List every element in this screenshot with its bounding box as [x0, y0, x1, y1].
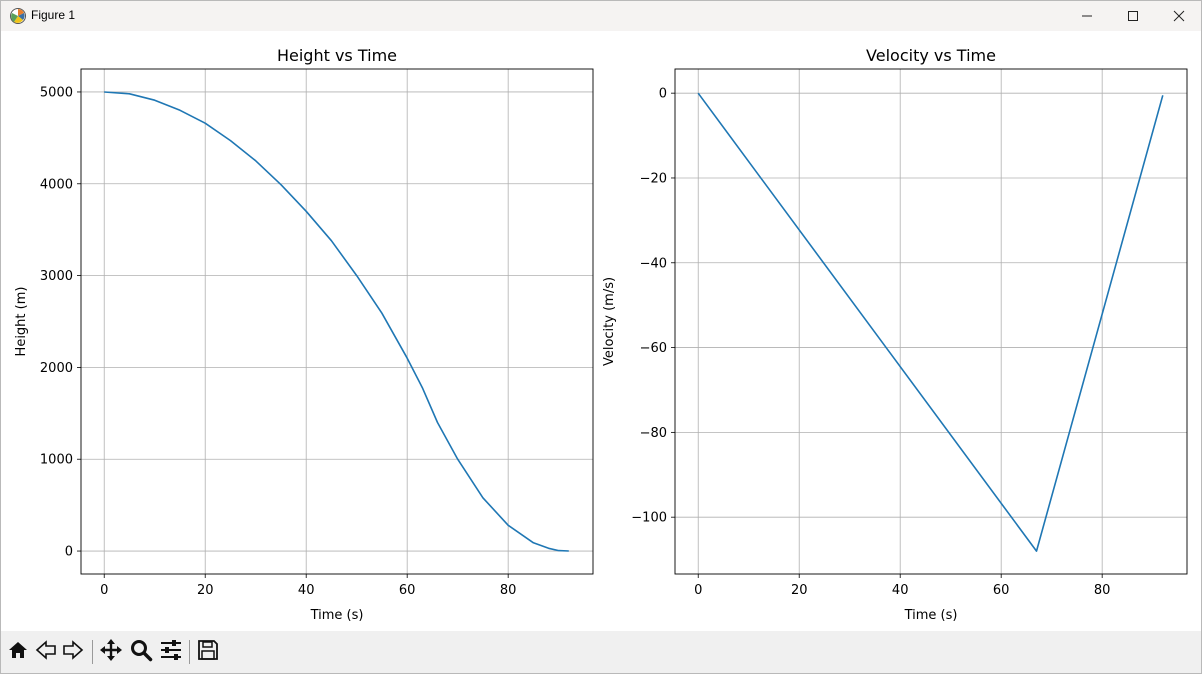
pan-move-icon	[99, 638, 123, 666]
series-line	[104, 91, 569, 552]
window-title: Figure 1	[31, 8, 76, 22]
figure-canvas[interactable]: 0 20 40 60 80 0 1000 2000 3000 4000 5000 Height vs …	[1, 31, 1201, 631]
minimize-icon	[1081, 10, 1093, 22]
matplotlib-icon	[9, 7, 27, 25]
forward-arrow-icon	[62, 639, 84, 665]
zoom-magnifier-icon	[129, 638, 153, 666]
toolbar-separator	[189, 640, 190, 664]
home-button[interactable]	[5, 639, 31, 665]
chart-title: Height vs Time	[277, 46, 397, 65]
back-arrow-icon	[35, 639, 57, 665]
x-tick-label: 0	[694, 583, 702, 598]
series-line	[697, 92, 1164, 552]
x-tick-label: 80	[1094, 583, 1111, 598]
save-floppy-icon	[197, 639, 219, 665]
close-icon	[1173, 10, 1185, 22]
forward-button[interactable]	[60, 639, 86, 665]
subplot-velocity: 0 20 40 60 80 0 −20 −40 −60 −80 −100 Velocity vs Ti…	[602, 46, 1188, 623]
pan-button[interactable]	[98, 639, 124, 665]
x-axis-label: Time (s)	[904, 608, 958, 623]
y-tick-label: −80	[640, 426, 667, 441]
x-tick-label: 20	[791, 583, 808, 598]
chart-title: Velocity vs Time	[866, 46, 996, 65]
y-axis-label: Height (m)	[14, 287, 29, 357]
toolbar-separator	[92, 640, 93, 664]
x-axis-label: Time (s)	[310, 608, 364, 623]
axes-frame	[80, 68, 594, 575]
subplot-height: 0 20 40 60 80 0 1000 2000 3000 4000 5000 Height vs …	[14, 46, 594, 623]
x-tick-label: 40	[892, 583, 909, 598]
x-tick-label: 20	[197, 583, 214, 598]
x-tick-label: 40	[298, 583, 315, 598]
x-tick-label: 80	[500, 583, 517, 598]
y-tick-label: 1000	[40, 453, 73, 468]
y-tick-label: 0	[65, 545, 73, 560]
y-tick-label: −20	[640, 171, 667, 186]
y-tick-label: 4000	[40, 177, 73, 192]
navigation-toolbar	[1, 631, 1201, 673]
x-tick-label: 0	[100, 583, 108, 598]
x-tick-label: 60	[993, 583, 1010, 598]
configure-subplots-icon	[159, 638, 183, 666]
back-button[interactable]	[33, 639, 59, 665]
y-tick-label: −60	[640, 341, 667, 356]
save-button[interactable]	[195, 639, 221, 665]
y-tick-label: −40	[640, 256, 667, 271]
title-bar: Figure 1	[1, 1, 1201, 31]
y-tick-label: 5000	[40, 85, 73, 100]
axes-frame	[674, 68, 1188, 575]
y-tick-label: 3000	[40, 269, 73, 284]
home-icon	[7, 639, 29, 665]
x-tick-label: 60	[399, 583, 416, 598]
minimize-button[interactable]	[1064, 1, 1110, 31]
close-button[interactable]	[1156, 1, 1201, 31]
maximize-icon	[1127, 10, 1139, 22]
zoom-button[interactable]	[128, 639, 154, 665]
y-tick-label: −100	[631, 511, 667, 526]
configure-subplots-button[interactable]	[158, 639, 184, 665]
y-tick-label: 2000	[40, 361, 73, 376]
y-axis-label: Velocity (m/s)	[602, 277, 617, 366]
y-tick-label: 0	[659, 87, 667, 102]
maximize-button[interactable]	[1110, 1, 1156, 31]
